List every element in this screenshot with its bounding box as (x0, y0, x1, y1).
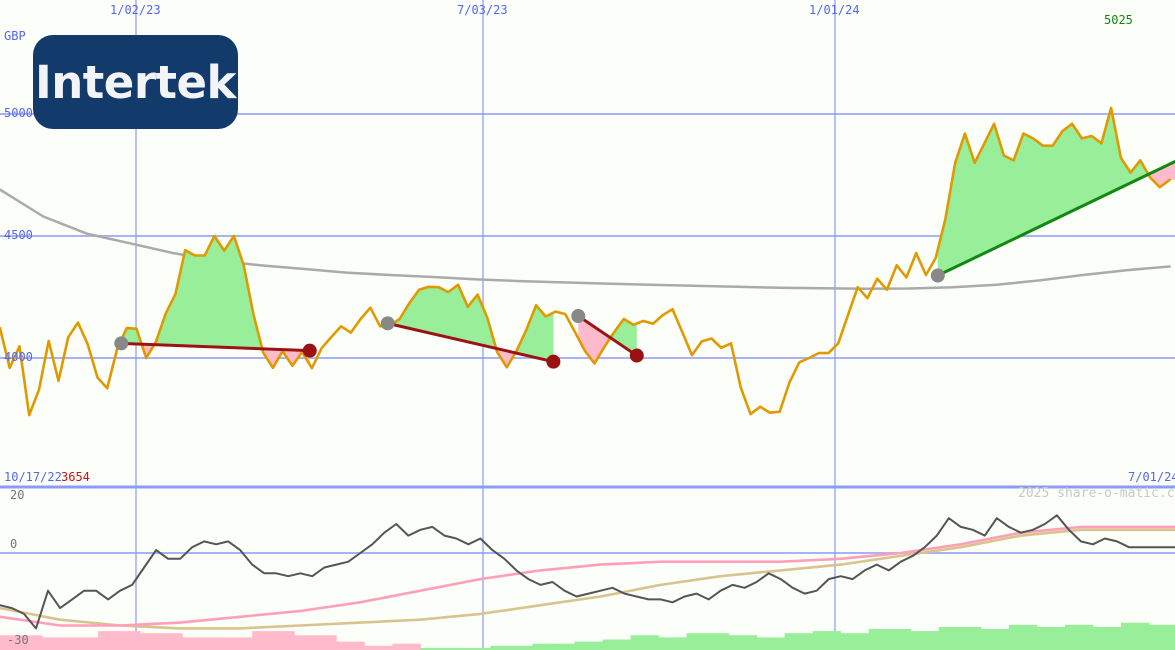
start-date-label: 10/17/22 (4, 470, 62, 484)
y-tick-4000: 4000 (4, 350, 33, 364)
x-tick-jan-2023: 1/02/23 (110, 3, 161, 17)
indicator-y-tick-20: 20 (10, 488, 25, 502)
start-price-label: 3654 (61, 470, 90, 484)
trade-connector-lines (119, 159, 1175, 364)
x-tick-jul-2023: 7/03/23 (457, 3, 508, 17)
indicator-y-tick-0: 0 (10, 537, 18, 551)
y-tick-5000: 5000 (4, 106, 33, 120)
indicator-lines (0, 514, 1175, 630)
site-watermark: 2025 share-o-matic.com (1018, 486, 1175, 501)
currency-label: GBP (4, 29, 26, 43)
trade-exit-marker[interactable] (546, 354, 561, 369)
y-tick-4500: 4500 (4, 228, 33, 242)
trade-entry-marker[interactable] (571, 309, 586, 324)
trade-entry-marker[interactable] (114, 336, 129, 351)
trade-markers[interactable] (114, 101, 1175, 369)
price-line (0, 106, 1171, 417)
trade-entry-marker[interactable] (380, 316, 395, 331)
x-tick-jan-2024: 1/01/24 (809, 3, 860, 17)
trade-exit-marker[interactable] (629, 348, 644, 363)
last-price-label: 5025 (1104, 13, 1133, 27)
intertek-logo: Intertek (33, 35, 238, 129)
trade-entry-marker[interactable] (930, 268, 945, 283)
end-date-label: 7/01/24 (1128, 470, 1175, 484)
indicator-separator (0, 485, 1175, 554)
logo-label: Intertek (35, 55, 236, 109)
indicator-histogram (0, 622, 1175, 650)
trade-fill-regions (121, 109, 1175, 366)
indicator-y-tick-neg30: -30 (7, 633, 29, 647)
trade-exit-marker[interactable] (302, 343, 317, 358)
